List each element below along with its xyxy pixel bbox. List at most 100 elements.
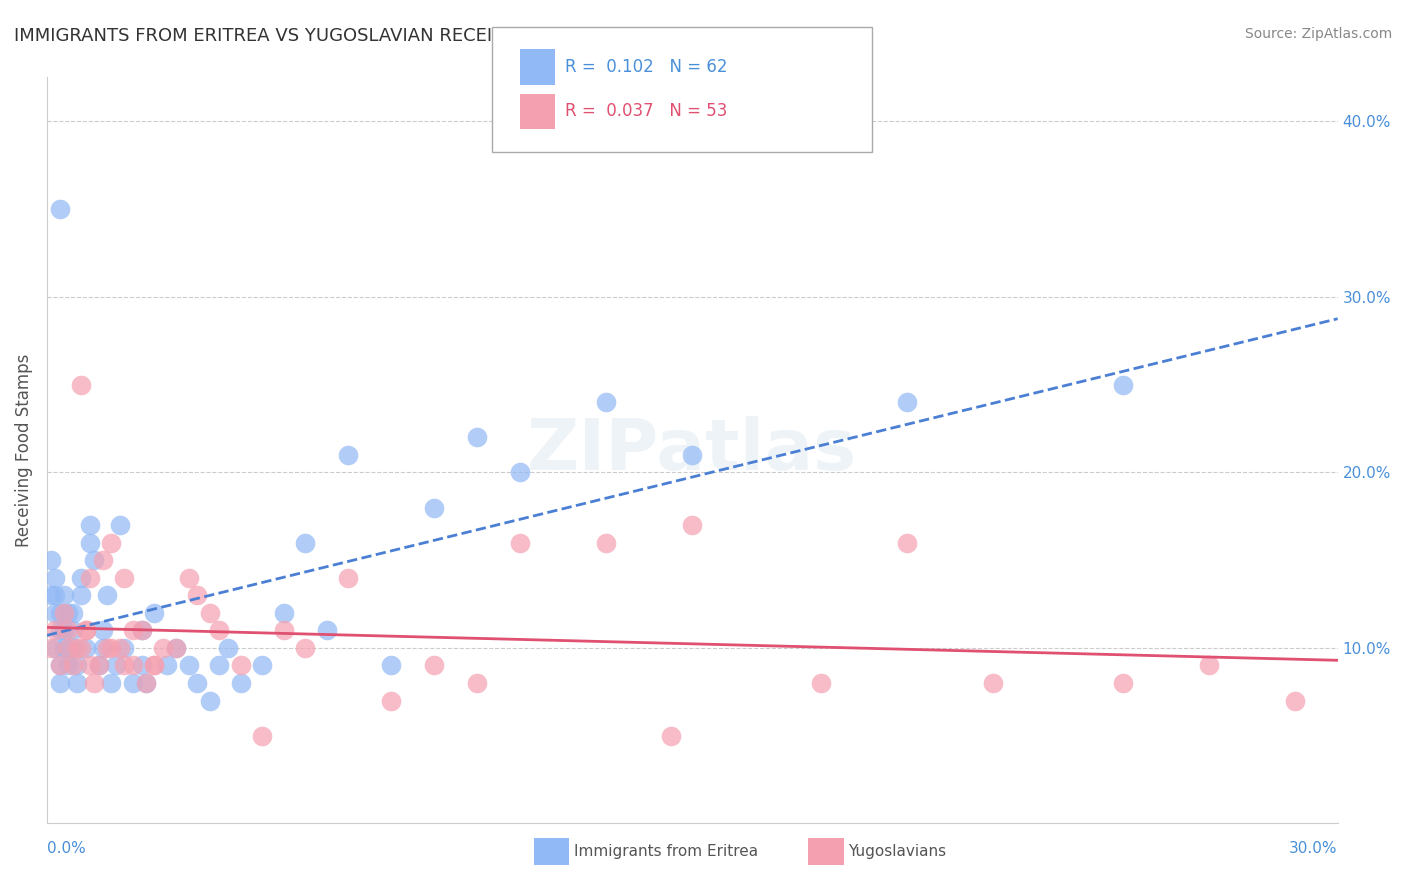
Point bbox=[165, 640, 187, 655]
Text: IMMIGRANTS FROM ERITREA VS YUGOSLAVIAN RECEIVING FOOD STAMPS CORRELATION CHART: IMMIGRANTS FROM ERITREA VS YUGOSLAVIAN R… bbox=[14, 27, 873, 45]
Point bbox=[44, 624, 66, 638]
Point bbox=[75, 624, 97, 638]
Point bbox=[66, 640, 89, 655]
Point bbox=[49, 676, 72, 690]
Point bbox=[58, 640, 80, 655]
Point bbox=[294, 535, 316, 549]
Point bbox=[39, 588, 62, 602]
Point bbox=[53, 588, 76, 602]
Point bbox=[156, 658, 179, 673]
Point bbox=[49, 658, 72, 673]
Text: 0.0%: 0.0% bbox=[46, 841, 86, 856]
Point bbox=[75, 624, 97, 638]
Point bbox=[79, 571, 101, 585]
Point bbox=[100, 640, 122, 655]
Point bbox=[380, 658, 402, 673]
Text: Immigrants from Eritrea: Immigrants from Eritrea bbox=[574, 845, 758, 859]
Point bbox=[112, 640, 135, 655]
Point bbox=[39, 553, 62, 567]
Point bbox=[250, 729, 273, 743]
Point bbox=[250, 658, 273, 673]
Point bbox=[681, 448, 703, 462]
Point bbox=[49, 624, 72, 638]
Point bbox=[135, 676, 157, 690]
Point bbox=[131, 658, 153, 673]
Point bbox=[53, 624, 76, 638]
Point bbox=[143, 606, 166, 620]
Point bbox=[315, 624, 337, 638]
Point bbox=[83, 676, 105, 690]
Text: Yugoslavians: Yugoslavians bbox=[848, 845, 946, 859]
Point bbox=[49, 606, 72, 620]
Point bbox=[108, 518, 131, 533]
Point bbox=[122, 658, 145, 673]
Point bbox=[983, 676, 1005, 690]
Point bbox=[423, 500, 446, 515]
Point bbox=[62, 640, 84, 655]
Point bbox=[229, 676, 252, 690]
Point bbox=[465, 676, 488, 690]
Point bbox=[66, 658, 89, 673]
Point bbox=[208, 658, 231, 673]
Point bbox=[70, 571, 93, 585]
Point bbox=[100, 535, 122, 549]
Point bbox=[896, 395, 918, 409]
Y-axis label: Receiving Food Stamps: Receiving Food Stamps bbox=[15, 354, 32, 547]
Point bbox=[58, 624, 80, 638]
Point bbox=[337, 448, 360, 462]
Point bbox=[79, 658, 101, 673]
Point bbox=[62, 658, 84, 673]
Point bbox=[53, 640, 76, 655]
Point bbox=[135, 676, 157, 690]
Point bbox=[70, 588, 93, 602]
Point bbox=[896, 535, 918, 549]
Point bbox=[58, 640, 80, 655]
Point bbox=[91, 553, 114, 567]
Point bbox=[44, 571, 66, 585]
Point bbox=[44, 588, 66, 602]
Point bbox=[62, 606, 84, 620]
Point bbox=[70, 640, 93, 655]
Point bbox=[75, 640, 97, 655]
Point bbox=[294, 640, 316, 655]
Point bbox=[509, 535, 531, 549]
Point bbox=[465, 430, 488, 444]
Point bbox=[58, 658, 80, 673]
Point bbox=[200, 693, 222, 707]
Point bbox=[96, 588, 118, 602]
Point bbox=[217, 640, 239, 655]
Point bbox=[91, 624, 114, 638]
Point bbox=[87, 658, 110, 673]
Point bbox=[131, 624, 153, 638]
Point bbox=[79, 518, 101, 533]
Point bbox=[112, 658, 135, 673]
Point bbox=[143, 658, 166, 673]
Text: R =  0.037   N = 53: R = 0.037 N = 53 bbox=[565, 103, 727, 120]
Point bbox=[681, 518, 703, 533]
Point bbox=[177, 658, 200, 673]
Point bbox=[39, 640, 62, 655]
Point bbox=[44, 606, 66, 620]
Point bbox=[66, 676, 89, 690]
Point bbox=[62, 624, 84, 638]
Point bbox=[49, 658, 72, 673]
Point bbox=[177, 571, 200, 585]
Point bbox=[87, 658, 110, 673]
Point bbox=[91, 640, 114, 655]
Point bbox=[659, 729, 682, 743]
Point bbox=[208, 624, 231, 638]
Point bbox=[100, 676, 122, 690]
Point bbox=[79, 535, 101, 549]
Text: ZIPatlas: ZIPatlas bbox=[527, 416, 858, 485]
Point bbox=[186, 588, 208, 602]
Point bbox=[186, 676, 208, 690]
Point bbox=[70, 377, 93, 392]
Point bbox=[509, 466, 531, 480]
Point bbox=[104, 658, 127, 673]
Point bbox=[380, 693, 402, 707]
Point bbox=[49, 202, 72, 216]
Point bbox=[337, 571, 360, 585]
Point bbox=[273, 624, 295, 638]
Point bbox=[1198, 658, 1220, 673]
Point bbox=[273, 606, 295, 620]
